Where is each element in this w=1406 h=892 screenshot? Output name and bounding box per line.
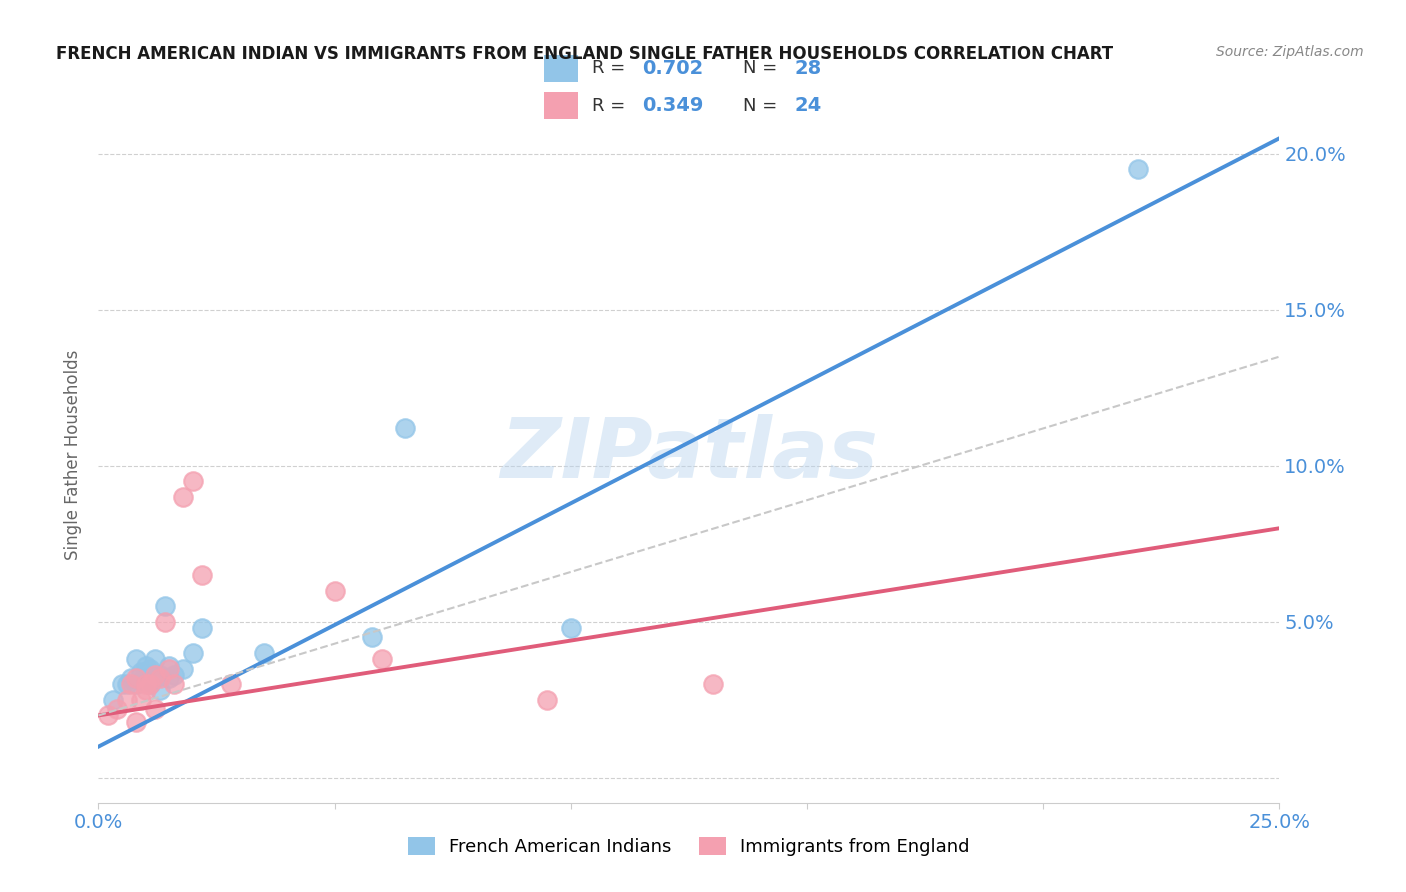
Point bbox=[135, 658, 157, 673]
Point bbox=[149, 671, 172, 685]
Text: 28: 28 bbox=[794, 59, 821, 78]
Y-axis label: Single Father Households: Single Father Households bbox=[65, 350, 83, 560]
Point bbox=[157, 662, 180, 676]
Point bbox=[394, 421, 416, 435]
Point bbox=[157, 671, 180, 685]
Point bbox=[143, 668, 166, 682]
Point bbox=[181, 646, 204, 660]
Point bbox=[361, 631, 384, 645]
Point bbox=[560, 621, 582, 635]
Point bbox=[111, 677, 134, 691]
Point bbox=[135, 683, 157, 698]
Point bbox=[125, 652, 148, 666]
FancyBboxPatch shape bbox=[544, 92, 578, 120]
Point bbox=[323, 583, 346, 598]
FancyBboxPatch shape bbox=[544, 54, 578, 82]
Text: FRENCH AMERICAN INDIAN VS IMMIGRANTS FROM ENGLAND SINGLE FATHER HOUSEHOLDS CORRE: FRENCH AMERICAN INDIAN VS IMMIGRANTS FRO… bbox=[56, 45, 1114, 62]
Point bbox=[371, 652, 394, 666]
Text: 24: 24 bbox=[794, 96, 821, 115]
Text: R =: R = bbox=[592, 60, 631, 78]
Point bbox=[157, 658, 180, 673]
Text: 0.349: 0.349 bbox=[643, 96, 703, 115]
Point bbox=[125, 671, 148, 685]
Point bbox=[135, 677, 157, 691]
Point bbox=[105, 702, 128, 716]
Point bbox=[153, 599, 176, 614]
Point bbox=[129, 665, 152, 679]
Point bbox=[172, 490, 194, 504]
Point bbox=[702, 677, 724, 691]
Text: N =: N = bbox=[744, 96, 783, 114]
Point bbox=[1126, 162, 1149, 177]
Point bbox=[121, 677, 143, 691]
Point bbox=[121, 671, 143, 685]
Point bbox=[139, 677, 162, 691]
Point bbox=[139, 677, 162, 691]
Point bbox=[135, 671, 157, 685]
Point bbox=[125, 714, 148, 729]
Point bbox=[139, 662, 162, 676]
Point bbox=[536, 693, 558, 707]
Text: Source: ZipAtlas.com: Source: ZipAtlas.com bbox=[1216, 45, 1364, 59]
Point bbox=[101, 693, 124, 707]
Point bbox=[191, 621, 214, 635]
Text: R =: R = bbox=[592, 96, 631, 114]
Text: 0.702: 0.702 bbox=[643, 59, 703, 78]
Point bbox=[153, 615, 176, 629]
Point bbox=[125, 677, 148, 691]
Point bbox=[149, 683, 172, 698]
Point bbox=[129, 674, 152, 689]
Point bbox=[143, 671, 166, 685]
Point bbox=[163, 677, 186, 691]
Point bbox=[115, 677, 138, 691]
Legend: French American Indians, Immigrants from England: French American Indians, Immigrants from… bbox=[401, 830, 977, 863]
Point bbox=[115, 693, 138, 707]
Point bbox=[219, 677, 242, 691]
Point bbox=[97, 708, 120, 723]
Point bbox=[143, 702, 166, 716]
Text: ZIPatlas: ZIPatlas bbox=[501, 415, 877, 495]
Point bbox=[253, 646, 276, 660]
Point bbox=[143, 652, 166, 666]
Point bbox=[172, 662, 194, 676]
Text: N =: N = bbox=[744, 60, 783, 78]
Point bbox=[181, 475, 204, 489]
Point bbox=[163, 668, 186, 682]
Point bbox=[149, 668, 172, 682]
Point bbox=[129, 693, 152, 707]
Point bbox=[191, 568, 214, 582]
